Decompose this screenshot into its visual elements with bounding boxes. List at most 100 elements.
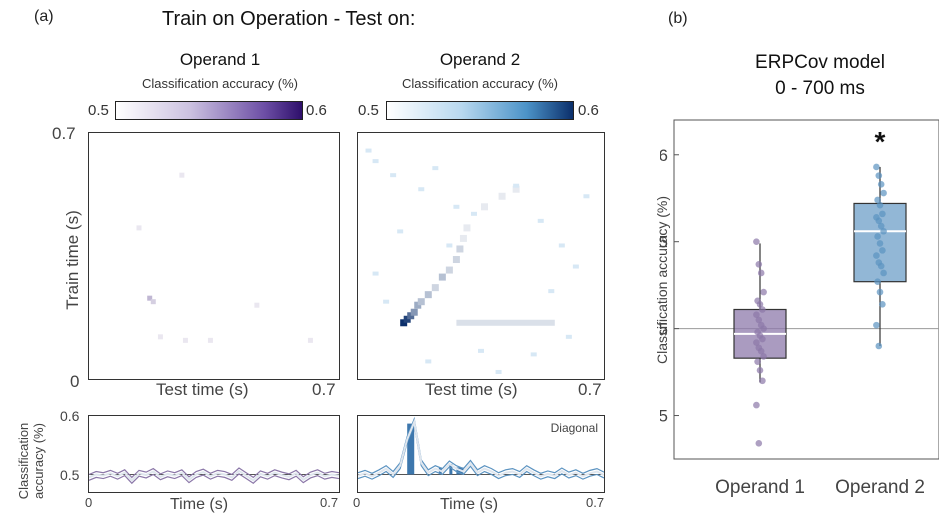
heatmap-noise-cell [453, 204, 460, 209]
heatmap-noise-cell [446, 243, 453, 248]
heatmap-cell [459, 234, 467, 242]
heatmap-cell [179, 172, 185, 178]
data-point [760, 353, 767, 360]
operand1-colorbar-max: 0.6 [306, 102, 327, 119]
boxplot-frame [673, 119, 939, 460]
heatmap-ytick-top: 0.7 [52, 124, 76, 143]
heatmap-noise-cell [478, 348, 484, 353]
heatmap-cell [207, 337, 213, 343]
operand1-trace-xlabel: Time (s) [170, 496, 229, 513]
operand1-trace-plot [88, 415, 340, 493]
heatmap-noise-cell [565, 334, 572, 339]
data-point [756, 300, 764, 308]
significance-bar [449, 463, 453, 475]
data-point [879, 210, 886, 218]
heatmap-noise-cell [583, 194, 590, 199]
heatmap-noise-cell [537, 218, 544, 223]
trace-mean [88, 469, 340, 482]
heatmap-noise-cell [390, 173, 397, 178]
heatmap-noise-cell [432, 166, 439, 171]
y-tick-label: 0.55 [660, 233, 668, 252]
data-point [874, 196, 881, 204]
data-point [757, 269, 765, 277]
data-point [760, 288, 767, 296]
operand1-trace-xtick-left: 0 [85, 495, 93, 510]
operand2-trace-xlabel: Time (s) [440, 496, 499, 513]
significance-star: * [875, 126, 886, 157]
y-tick-label: 0.5 [660, 320, 668, 339]
data-point [880, 227, 887, 235]
operand2-title: Operand 2 [439, 50, 521, 69]
heatmap-cell [307, 337, 313, 343]
panel-b-title-line1: ERPCov model [755, 52, 885, 73]
heatmap-cell [150, 299, 156, 305]
data-point [759, 377, 766, 385]
operand1-xlabel: Test time (s) [156, 380, 249, 399]
data-point [877, 222, 885, 230]
heatmap-cell [512, 185, 520, 193]
data-point [876, 288, 884, 296]
heatmap-cell [424, 291, 432, 299]
operand2-colorbar [386, 101, 574, 120]
operand2-heatmap-svg [365, 148, 590, 374]
trace-ytick-mid: 0.5 [60, 467, 80, 483]
data-point [873, 252, 880, 259]
trace-upper [357, 416, 605, 474]
data-point [756, 367, 764, 374]
data-point [880, 189, 887, 197]
trace-lower [357, 422, 605, 480]
heatmap-noise-cell [530, 352, 537, 357]
boxplot-chart: 0.6 0.55 0.5 0.45 Operand 1 Operand 2 * [660, 119, 939, 498]
data-point [755, 260, 763, 268]
operand2-xtick-right: 0.7 [578, 380, 602, 399]
operand2-colorbar-min: 0.5 [358, 102, 379, 119]
data-point [877, 181, 885, 188]
operand2-trace-xtick-left: 0 [353, 495, 361, 510]
operand2-xlabel: Test time (s) [425, 380, 518, 399]
operand1-colorbar [115, 101, 303, 120]
heatmap-cell [403, 315, 411, 323]
category-label: Operand 2 [835, 477, 925, 498]
operand1-title: Operand 1 [179, 50, 261, 69]
heatmap-cell [481, 203, 489, 211]
operand2-trace-svg [357, 416, 605, 480]
panel-a-letter: (a) [34, 8, 54, 25]
data-point [759, 335, 766, 343]
heatmap-cell [400, 319, 408, 327]
operand1-trace-svg [88, 467, 340, 485]
heatmap-cell [136, 225, 142, 231]
operand2-trace-plot: Diagonal [357, 415, 605, 493]
data-point [875, 217, 883, 225]
operand1-xtick-right: 0.7 [312, 380, 336, 399]
heatmap-cell [157, 334, 163, 340]
heatmap-noise-cell [572, 264, 579, 269]
operand2-colorbar-max: 0.6 [578, 102, 599, 119]
y-tick-label: 0.45 [660, 407, 668, 426]
operand1-trace-xtick-right: 0.7 [320, 495, 339, 510]
operand1-colorbar-min: 0.5 [88, 102, 109, 119]
trace-ytick-top: 0.6 [60, 408, 80, 424]
significance-bar [407, 423, 415, 475]
heatmap-cell [147, 295, 153, 301]
trace-upper [88, 467, 340, 479]
heatmap-cell [498, 192, 506, 200]
heatmap-cell [456, 245, 464, 253]
heatmap-cell [445, 266, 453, 274]
data-point [760, 325, 767, 332]
data-point [753, 401, 760, 409]
data-point [873, 321, 880, 329]
data-point [875, 172, 883, 179]
heatmap-noise-cell [548, 289, 555, 294]
heatmap-ytick-bottom: 0 [70, 372, 80, 391]
heatmap-cell [431, 284, 439, 292]
heatmap-cell [414, 301, 422, 309]
data-point [753, 311, 760, 319]
data-point [754, 358, 761, 365]
panel-b-title-line2: 0 - 700 ms [775, 78, 865, 99]
data-point [874, 233, 881, 240]
y-tick-label: 0.6 [660, 146, 668, 165]
heatmap-noise-cell [372, 159, 379, 164]
panel-b-letter: (b) [668, 10, 688, 27]
heatmap-noise-cell [365, 148, 372, 153]
data-point [877, 262, 885, 270]
